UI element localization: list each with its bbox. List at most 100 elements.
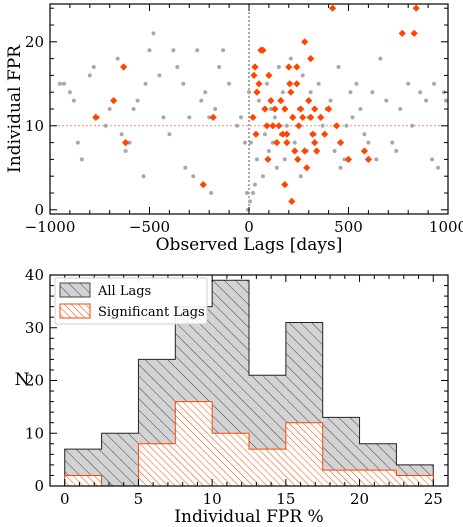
- scatter-point-all: [328, 98, 333, 103]
- scatter-point-significant: [199, 181, 207, 189]
- histogram-bar-significant-lags: [212, 433, 249, 486]
- scatter-point-all: [151, 31, 156, 36]
- histogram-bar-significant-lags: [396, 475, 434, 486]
- scatter-point-all: [336, 65, 341, 69]
- scatter-point-significant: [209, 113, 217, 121]
- histogram-y-axis-title: N: [15, 370, 30, 390]
- y-tick-label: 0: [34, 477, 44, 495]
- scatter-point-all: [167, 132, 172, 137]
- scatter-point-significant: [336, 139, 345, 147]
- scatter-point-significant: [410, 29, 418, 37]
- histogram-bar-significant-lags: [249, 449, 286, 486]
- y-tick-label: 10: [25, 424, 44, 442]
- y-tick-label: 10: [25, 117, 44, 135]
- histogram-bar-significant-lags: [175, 401, 213, 486]
- scatter-point-significant: [269, 122, 277, 130]
- y-axis-ticks: 0 10 20: [25, 7, 448, 219]
- y-tick-label: 30: [25, 319, 44, 337]
- scatter-point-significant: [271, 105, 279, 113]
- scatter-point-all: [444, 98, 448, 103]
- x-tick-label: 500: [334, 218, 363, 236]
- scatter-point-significant: [307, 113, 315, 121]
- scatter-point-significant: [325, 105, 333, 113]
- scatter-point-all: [203, 90, 208, 95]
- scatter-point-significant: [255, 80, 263, 88]
- scatter-point-significant: [279, 130, 287, 138]
- x-axis-ticks: 0 5 10 15 20 25: [60, 275, 443, 508]
- scatter-point-all: [127, 140, 132, 145]
- x-tick-label: 15: [276, 490, 295, 508]
- scatter-point-all: [171, 48, 176, 53]
- scatter-point-all: [262, 132, 267, 137]
- x-axis-ticks: −1000 −500 0 500 1000: [25, 4, 463, 236]
- scatter-point-all: [213, 107, 218, 111]
- scatter-point-all: [143, 81, 148, 86]
- scatter-point-significant: [398, 29, 406, 37]
- scatter-point-significant: [305, 97, 313, 105]
- scatter-point-all: [247, 90, 251, 95]
- scatter-point-significant: [311, 139, 319, 147]
- scatter-point-all: [288, 56, 293, 61]
- scatter-point-significant: [317, 113, 325, 121]
- legend-box: [54, 277, 208, 325]
- x-tick-label: 25: [424, 490, 443, 508]
- scatter-point-all: [221, 48, 226, 53]
- scatter-point-significant: [301, 38, 309, 46]
- scatter-point-all: [370, 90, 375, 95]
- scatter-point-significant: [275, 122, 283, 130]
- scatter-point-significant: [122, 139, 130, 147]
- x-tick-label: −500: [129, 218, 170, 236]
- scatter-point-all: [350, 115, 355, 120]
- scatter-point-all: [282, 157, 287, 162]
- scatter-point-all: [342, 157, 347, 162]
- x-tick-label: 5: [134, 490, 144, 508]
- scatter-point-all: [268, 107, 273, 111]
- scatter-point-all: [338, 165, 343, 170]
- scatter-point-all: [410, 123, 415, 128]
- x-tick-label: 0: [60, 490, 70, 508]
- scatter-point-all: [254, 157, 259, 162]
- scatter-point-all: [260, 174, 265, 179]
- series-significant-lags-points: [92, 4, 420, 205]
- scatter-point-all: [300, 73, 305, 78]
- scatter-point-significant: [412, 4, 420, 12]
- scatter-x-axis-title: Observed Lags [days]: [156, 235, 343, 255]
- scatter-point-all: [131, 107, 136, 111]
- scatter-point-all: [57, 81, 62, 86]
- scatter-point-all: [366, 140, 371, 145]
- x-tick-label: 1000: [429, 218, 463, 236]
- series-all-lags-points: [57, 31, 448, 212]
- scatter-point-all: [247, 199, 252, 204]
- scatter-point-all: [394, 149, 399, 153]
- scatter-point-all: [103, 123, 108, 128]
- y-tick-label: 20: [25, 372, 44, 390]
- scatter-point-significant: [110, 97, 118, 105]
- scatter-point-all: [141, 174, 146, 179]
- scatter-point-all: [61, 81, 66, 86]
- scatter-point-all: [406, 81, 411, 86]
- scatter-point-significant: [344, 155, 353, 163]
- scatter-point-all: [378, 56, 383, 61]
- scatter-point-all: [256, 98, 261, 103]
- scatter-point-all: [398, 107, 403, 111]
- scatter-point-all: [123, 149, 128, 153]
- scatter-point-all: [187, 115, 192, 120]
- scatter-point-all: [430, 157, 435, 162]
- scatter-point-all: [424, 98, 429, 103]
- scatter-point-significant: [252, 130, 260, 138]
- scatter-point-significant: [311, 105, 319, 113]
- scatter-point-all: [161, 115, 166, 120]
- x-tick-label: 0: [244, 218, 254, 236]
- scatter-point-significant: [288, 197, 296, 205]
- scatter-point-significant: [273, 139, 281, 147]
- scatter-point-all: [245, 191, 250, 195]
- scatter-point-all: [119, 132, 124, 137]
- legend-label-all-lags: All Lags: [97, 284, 151, 299]
- scatter-point-all: [191, 174, 196, 179]
- scatter-point-significant: [364, 155, 372, 163]
- scatter-point-significant: [253, 88, 261, 96]
- scatter-point-significant: [299, 113, 307, 121]
- scatter-point-all: [250, 191, 255, 195]
- scatter-point-all: [362, 132, 367, 137]
